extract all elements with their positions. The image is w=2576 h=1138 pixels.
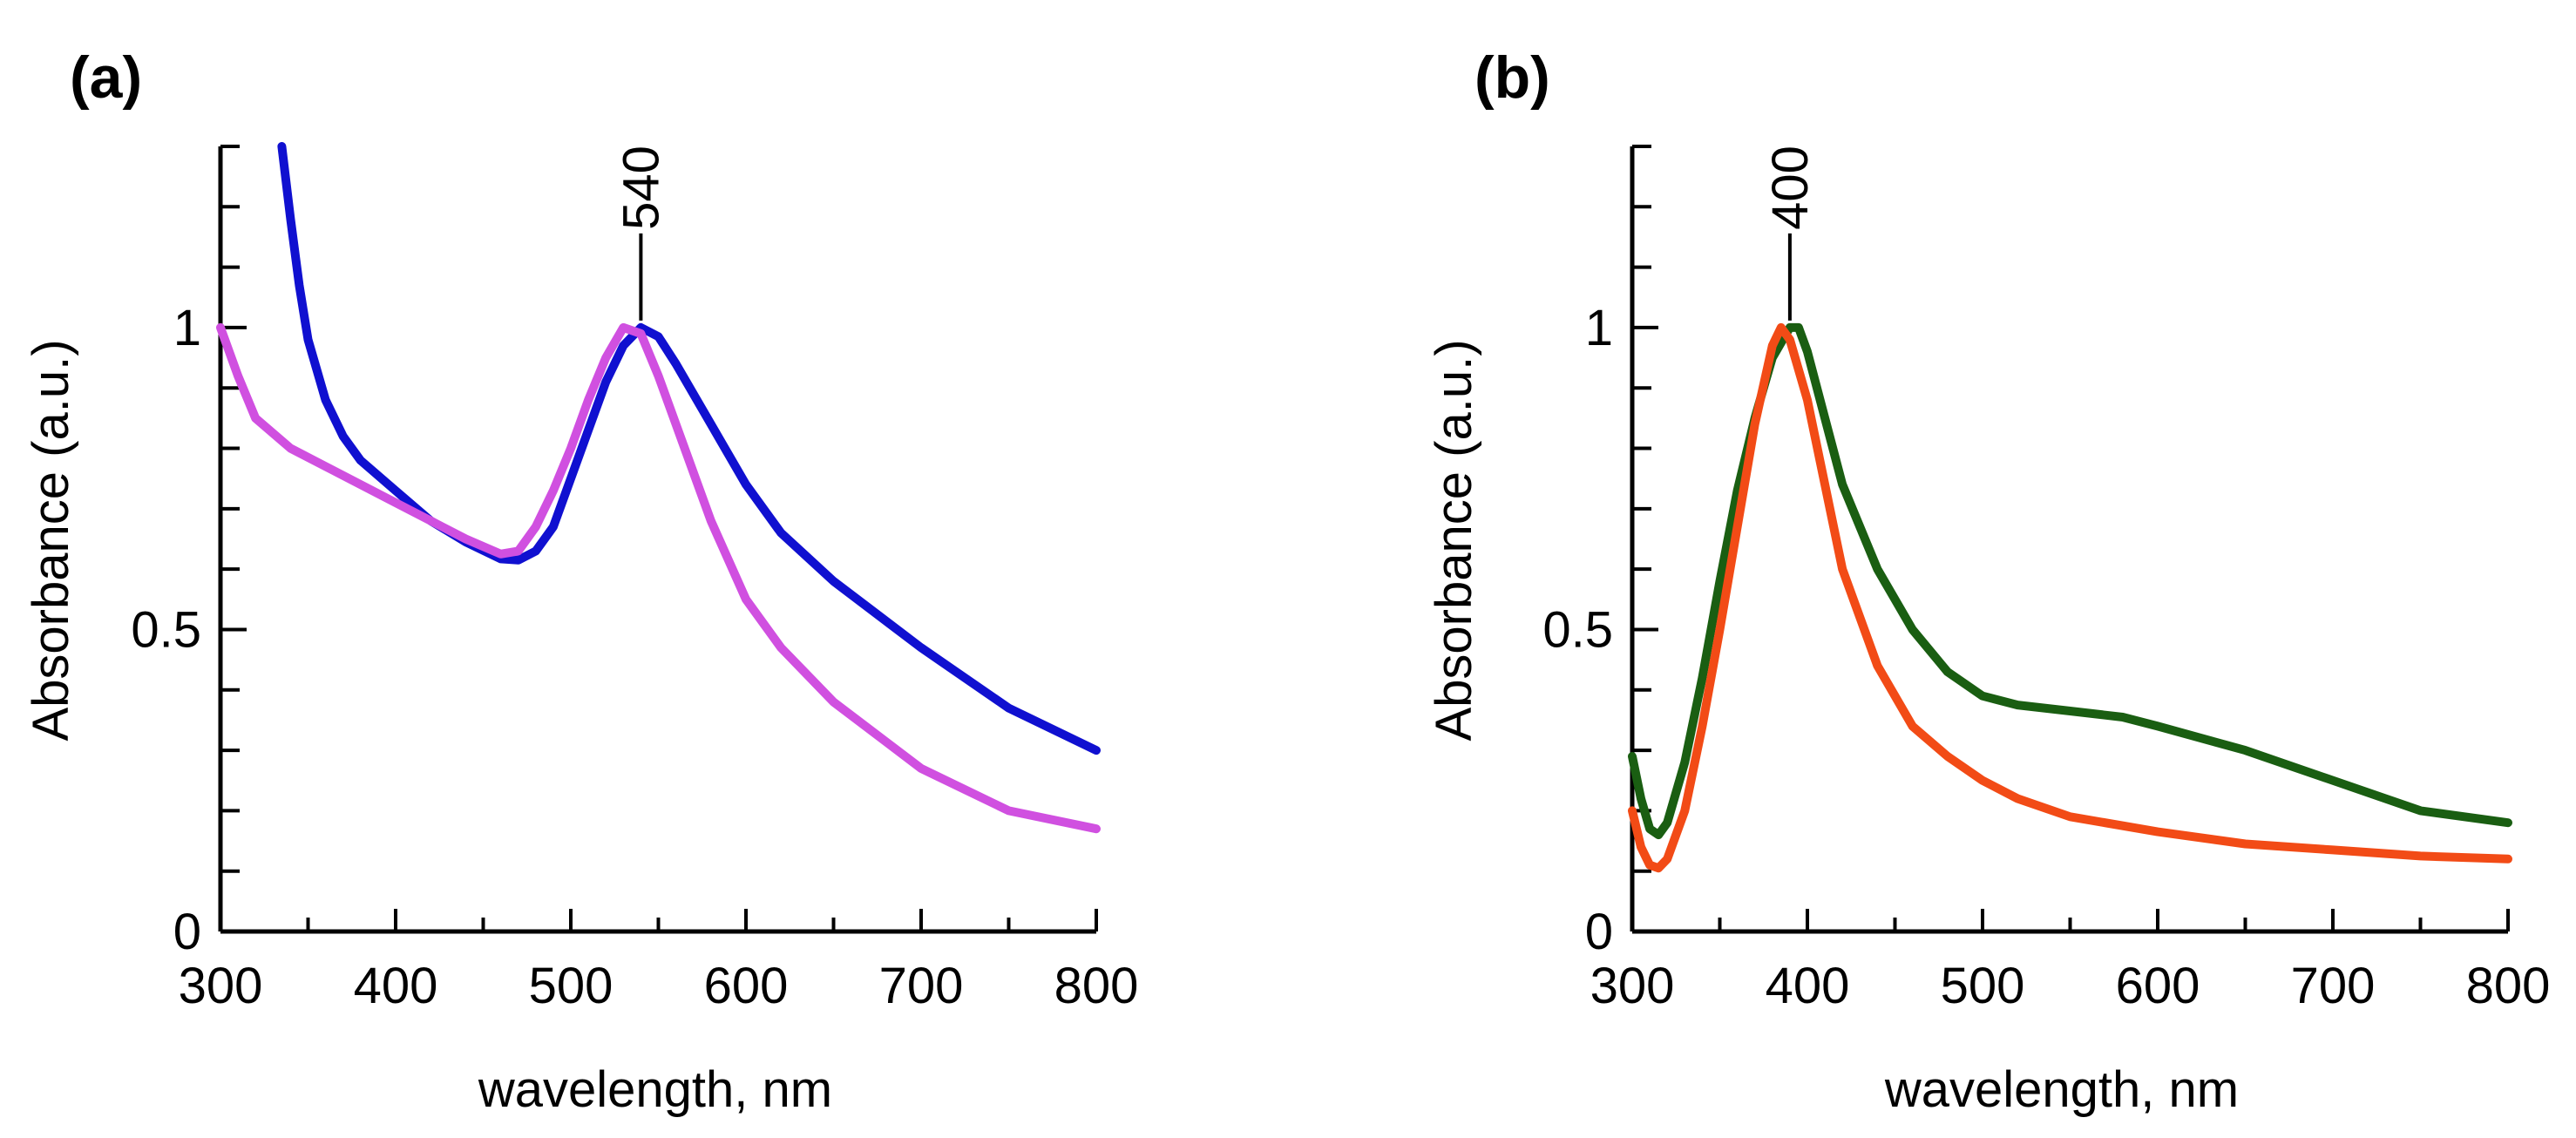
panel-a-label: (a) <box>70 44 142 111</box>
panel-a-axes: 300 400 500 600 700 800 0 0.5 1 <box>131 145 1139 1014</box>
panel-b-peak-annotation: 400 <box>1762 146 1819 321</box>
panel-a-x-tick-label: 300 <box>179 958 263 1014</box>
panel-a-y-tick-label: 0.5 <box>131 601 201 658</box>
panel-b-y-tick-label: 0 <box>1585 904 1613 960</box>
panel-a-y-tick-label: 1 <box>173 300 201 356</box>
panel-b-label: (b) <box>1474 44 1550 111</box>
panel-b-x-tick-label: 500 <box>1941 958 2025 1014</box>
panel-b-series-green <box>1628 322 2512 840</box>
panel-b-x-tick-label: 800 <box>2466 958 2551 1014</box>
panel-b-x-tick-label: 600 <box>2116 958 2200 1014</box>
panel-b-peak-label: 400 <box>1762 146 1819 230</box>
panel-a-x-tick-label: 600 <box>704 958 789 1014</box>
panel-a-x-tick-label: 700 <box>879 958 964 1014</box>
panel-b-x-tick-label: 400 <box>1766 958 1850 1014</box>
panel-a-x-tick-label: 500 <box>529 958 613 1014</box>
panel-b-xlabel: wavelength, nm <box>1884 1061 2239 1118</box>
panel-a-x-tick-label: 800 <box>1054 958 1139 1014</box>
panel-b-y-tick-label: 1 <box>1585 300 1613 356</box>
panel-a-series-magenta <box>216 322 1101 834</box>
panel-a-ylabel: Absorbance (a.u.) <box>23 339 79 741</box>
panel-a-xlabel: wavelength, nm <box>478 1061 832 1118</box>
panel-b-x-tick-label: 300 <box>1590 958 1675 1014</box>
panel-b-axes: 300 400 500 600 700 800 0 0.5 1 <box>1542 145 2551 1014</box>
panel-a-series <box>216 142 1101 834</box>
panel-b-series <box>1628 322 2512 873</box>
panel-b: (b) 300 400 500 600 700 800 0 0.5 1 400 waveleng… <box>1426 44 2550 1118</box>
panel-a-x-tick-label: 400 <box>354 958 438 1014</box>
panel-b-ylabel: Absorbance (a.u.) <box>1426 339 1482 741</box>
panel-a-peak-label: 540 <box>613 146 669 230</box>
panel-a-series-blue <box>277 142 1101 755</box>
panel-b-series-orange-red <box>1628 322 2512 873</box>
panel-b-y-tick-label: 0.5 <box>1542 601 1613 658</box>
panel-a: (a) 300 400 500 600 700 800 0 0.5 1 540 waveleng… <box>23 44 1138 1118</box>
panel-a-y-tick-label: 0 <box>173 904 201 960</box>
panel-a-peak-annotation: 540 <box>613 146 669 321</box>
panel-b-x-tick-label: 700 <box>2291 958 2376 1014</box>
